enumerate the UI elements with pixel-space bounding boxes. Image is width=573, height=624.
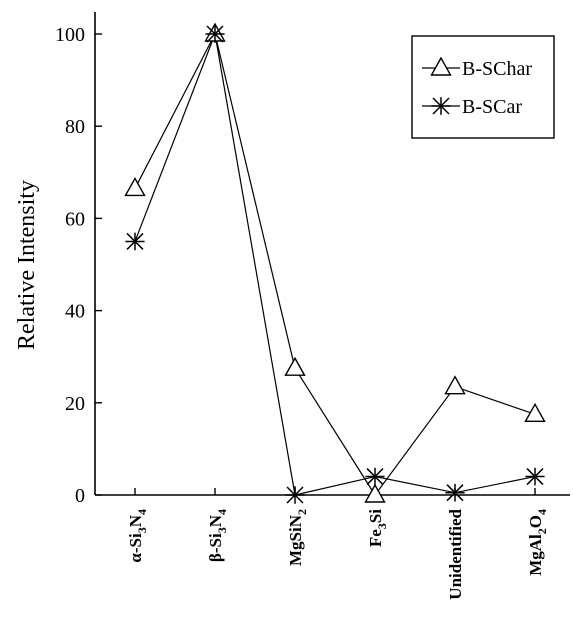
legend-box: [411, 35, 555, 139]
star-marker: [445, 483, 465, 502]
triangle-marker: [444, 375, 466, 395]
legend-label: B-SCar: [462, 96, 522, 118]
triangle-marker: [524, 402, 546, 423]
legend-label: B-SChar: [462, 58, 532, 80]
x-tick-label: MgSiN2: [286, 509, 309, 566]
legend-triangle-marker: [430, 56, 452, 76]
star-marker: [205, 25, 225, 43]
y-tick-label: 20: [65, 393, 85, 415]
axes: [94, 12, 570, 496]
x-tick-label: Fe3Si: [366, 509, 389, 547]
series-line-b-schar: [134, 32, 536, 497]
x-tick-label: MgAl2O4: [526, 509, 549, 576]
y-tick-label: 40: [65, 301, 85, 323]
star-marker: [525, 467, 545, 486]
series-markers: [124, 22, 546, 504]
y-tick-label: 100: [55, 24, 85, 46]
y-tick-label: 60: [65, 208, 85, 230]
star-marker: [125, 232, 145, 251]
triangle-marker: [364, 483, 386, 503]
legend-star-marker: [431, 97, 451, 115]
y-axis-label: Relative Intensity: [14, 180, 40, 350]
x-tick-label: β-Si3N4: [206, 509, 229, 562]
y-tick-label: 80: [65, 116, 85, 138]
y-tick-label: 0: [75, 485, 85, 507]
legend: B-SChar B-SCar: [411, 35, 555, 139]
series-lines: [134, 31, 536, 497]
star-marker: [365, 467, 385, 486]
x-tick-label: Unidentified: [446, 508, 465, 599]
y-ticks: 0 20 40 60 80 100: [55, 24, 102, 507]
series-line-b-scar: [134, 31, 536, 496]
triangle-marker: [284, 356, 306, 376]
star-marker: [285, 486, 305, 504]
x-ticks: α-Si3N4 β-Si3N4 MgSiN2 Fe3Si Unidentified MgA…: [126, 488, 549, 600]
x-tick-label: α-Si3N4: [126, 509, 149, 563]
triangle-marker: [124, 177, 146, 197]
